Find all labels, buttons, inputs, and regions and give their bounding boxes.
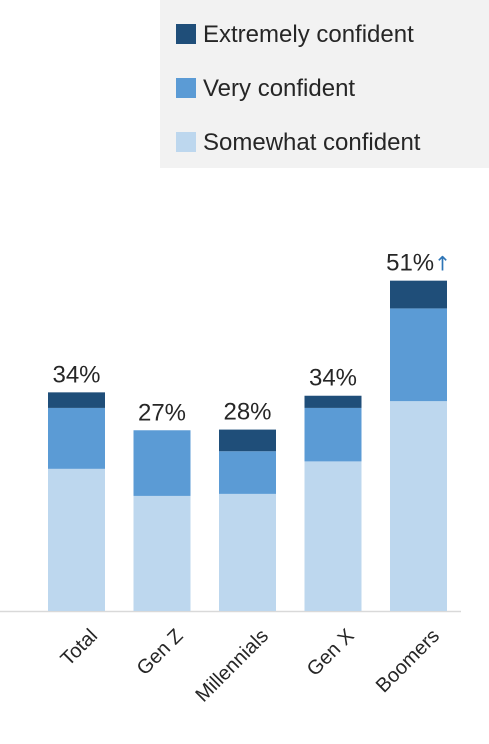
- bar-segment-boomers-0: [390, 401, 447, 611]
- category-label-gen-z: Gen Z: [133, 625, 188, 680]
- bar-segment-boomers-1: [390, 308, 447, 402]
- bar-segment-gen-x-1: [304, 407, 362, 462]
- bar-segment-millennials-1: [219, 451, 276, 494]
- total-label-boomers: 51%↑: [386, 250, 451, 277]
- category-label-gen-x: Gen X: [303, 625, 359, 681]
- bar-segment-millennials-0: [219, 493, 276, 611]
- legend-swatch-very: [176, 78, 196, 98]
- category-label-total: Total: [57, 625, 102, 670]
- bar-segment-gen-z-1: [133, 430, 191, 496]
- bar-segment-gen-z-0: [133, 495, 191, 611]
- total-label-total: 34%: [52, 361, 100, 388]
- bar-segment-millennials-2: [219, 429, 276, 452]
- legend-swatch-somewhat: [176, 132, 196, 152]
- total-labels: 34% 27% 28% 34% 51%↑: [52, 250, 450, 427]
- category-label-boomers: Boomers: [372, 625, 444, 697]
- legend-label-very: Very confident: [203, 75, 355, 102]
- legend-label-extremely: Extremely confident: [203, 21, 414, 48]
- total-label-gen-z: 27%: [138, 399, 186, 426]
- legend-swatch-extremely: [176, 24, 196, 44]
- legend-background: [160, 0, 489, 168]
- bar-segment-total-1: [48, 407, 105, 469]
- legend: Extremely confident Very confident Somew…: [160, 0, 489, 168]
- up-arrow-icon: ↑: [434, 252, 451, 276]
- bar-segment-total-2: [48, 392, 105, 408]
- category-labels: Total Gen Z Millennials Gen X Boomers: [57, 625, 444, 707]
- total-label-gen-x: 34%: [309, 365, 357, 392]
- bars: [48, 280, 447, 611]
- bar-segment-boomers-2: [390, 280, 447, 309]
- category-label-millennials: Millennials: [191, 625, 273, 707]
- bar-segment-gen-x-2: [304, 395, 362, 408]
- bar-segment-total-0: [48, 468, 105, 611]
- legend-label-somewhat: Somewhat confident: [203, 129, 421, 156]
- total-label-millennials: 28%: [223, 399, 271, 426]
- bar-segment-gen-x-0: [304, 461, 362, 611]
